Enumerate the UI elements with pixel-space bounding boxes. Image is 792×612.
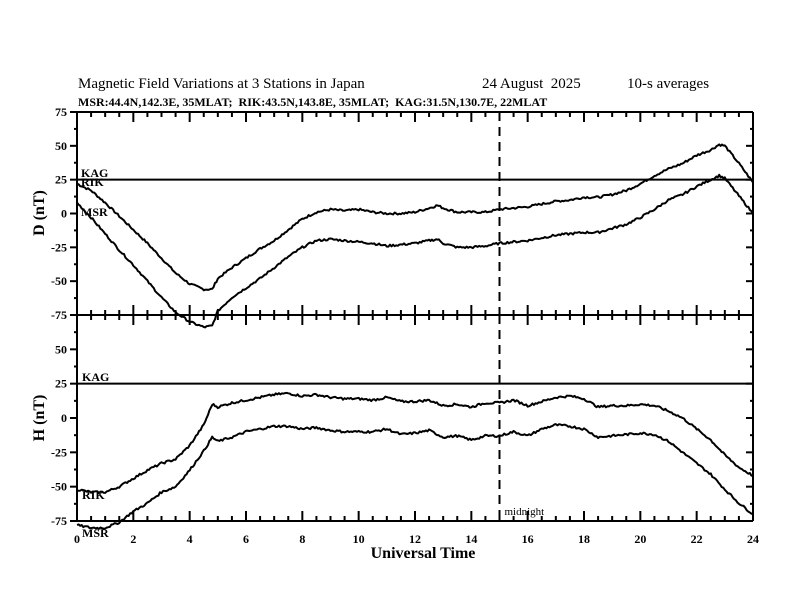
h-y-tick-label: -50 [51, 480, 67, 494]
chart-title: Magnetic Field Variations at 3 Stations … [78, 76, 365, 92]
h-series-msr [76, 423, 754, 530]
d-series-rik [76, 143, 754, 292]
h-axis-label: H (nT) [31, 395, 48, 442]
x-tick-label: 14 [465, 532, 477, 546]
x-tick-label: 20 [634, 532, 646, 546]
d-series-msr [76, 173, 754, 329]
x-tick-label: 4 [187, 532, 193, 546]
h-y-tick-label: -25 [51, 445, 67, 459]
h-y-tick-label: 0 [61, 411, 67, 425]
d-y-tick-label: 25 [55, 173, 67, 187]
h-y-tick-label: 25 [55, 377, 67, 391]
d-station-label-msr: MSR [81, 205, 108, 219]
d-axis-label: D (nT) [31, 190, 48, 236]
x-tick-label: 6 [243, 532, 249, 546]
x-tick-label: 12 [409, 532, 421, 546]
d-y-tick-label: -75 [51, 308, 67, 322]
d-y-tick-label: -50 [51, 274, 67, 288]
x-tick-label: 16 [522, 532, 534, 546]
d-y-tick-label: 75 [55, 105, 67, 119]
x-tick-label: 0 [74, 532, 80, 546]
x-tick-label: 22 [691, 532, 703, 546]
d-y-tick-label: 50 [55, 139, 67, 153]
x-tick-label: 24 [747, 532, 759, 546]
d-y-tick-label: 0 [61, 207, 67, 221]
midnight-label: midnight [505, 506, 545, 518]
x-tick-label: 18 [578, 532, 590, 546]
d-station-label-rik: RIK [81, 175, 104, 189]
chart-averaging: 10-s averages [627, 76, 709, 92]
h-y-tick-label: -75 [51, 514, 67, 528]
h-station-label-kag: KAG [82, 370, 109, 384]
h-series-rik [76, 391, 754, 495]
h-y-tick-label: 50 [55, 342, 67, 356]
x-tick-label: 10 [353, 532, 365, 546]
d-station-label-kag: KAG [81, 166, 108, 180]
x-tick-label: 2 [130, 532, 136, 546]
h-station-label-msr: MSR [82, 526, 109, 540]
chart-subtitle: MSR:44.4N,142.3E, 35MLAT; RIK:43.5N,143.… [78, 95, 547, 109]
h-station-label-rik: RIK [82, 488, 105, 502]
chart-date: 24 August 2025 [482, 76, 581, 92]
d-y-tick-label: -25 [51, 240, 67, 254]
x-tick-label: 8 [299, 532, 305, 546]
x-axis-label: Universal Time [371, 545, 476, 562]
